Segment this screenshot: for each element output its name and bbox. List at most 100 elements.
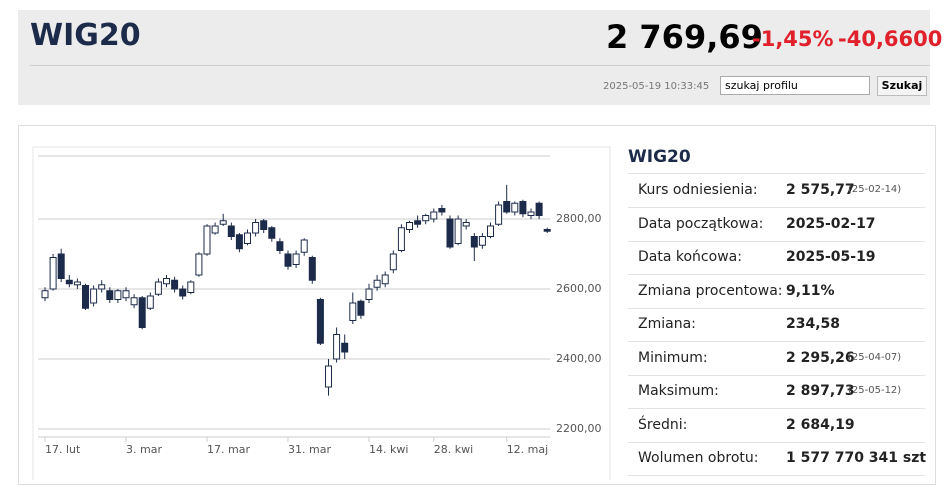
candle-body (65, 279, 73, 285)
candle-body (373, 279, 381, 288)
y-tick-label: 2800,00 (556, 212, 602, 225)
candle-body (284, 253, 292, 267)
index-title: WIG20 (30, 18, 141, 53)
candle-body (438, 208, 446, 213)
candle-body (527, 211, 535, 216)
candle-body (406, 222, 413, 230)
candle-body (397, 227, 405, 251)
change-percent: -1,45% (752, 27, 834, 51)
candle-body (98, 284, 106, 290)
candle-body (122, 290, 130, 299)
stats-label: Data początkowa: (638, 215, 764, 232)
candle-body (171, 279, 179, 290)
separator (30, 65, 930, 66)
stats-title: WIG20 (628, 147, 691, 167)
candle-body (487, 225, 494, 237)
stats-row: Data końcowa: 2025-05-19 (628, 241, 925, 275)
stats-label: Kurs odniesienia: (638, 182, 758, 198)
stats-row: Data początkowa: 2025-02-17 (628, 208, 925, 242)
y-tick-label: 2600,00 (556, 282, 602, 295)
stats-label: Minimum: (638, 349, 708, 366)
candle-body (41, 290, 49, 299)
chart-frame (32, 146, 611, 480)
candle-body (195, 253, 203, 276)
candle-body (308, 257, 316, 281)
candle-body (454, 218, 462, 244)
candle-body (106, 290, 114, 300)
search-button[interactable]: Szukaj (877, 76, 927, 96)
candle-body (244, 232, 251, 244)
stats-row: Średni: 2 684,19 (628, 409, 925, 443)
stats-value: 2025-02-17 (786, 215, 876, 232)
candle-body (381, 274, 389, 285)
candle-body (114, 290, 122, 300)
candle-body (543, 229, 551, 232)
candle-body (276, 241, 284, 251)
candle-body (49, 257, 57, 290)
stats-row: Kurs odniesienia: 2 575,77 (25-02-14) (628, 174, 925, 208)
stats-label: Wolumen obrotu: (638, 450, 759, 466)
candle-body (187, 281, 195, 293)
x-tick-label: 12. maj (507, 443, 549, 456)
candle-body (503, 201, 511, 213)
candle-body (179, 288, 187, 297)
stats-row: Maksimum: 2 897,73 (25-05-12) (628, 375, 925, 409)
stats-value: 9,11% (786, 282, 835, 299)
candle-body (357, 300, 365, 316)
candle-body (146, 295, 154, 309)
stats-value: 2 897,73 (786, 383, 855, 399)
candle-body (316, 299, 324, 344)
stats-date: (25-04-07) (848, 351, 902, 363)
candle-body (211, 225, 219, 234)
candle-body (470, 236, 478, 248)
candle-body (82, 285, 89, 309)
x-tick-label: 3. mar (126, 443, 162, 456)
x-tick-label: 17. mar (207, 443, 250, 456)
candle-body (154, 281, 162, 295)
candle-body (163, 278, 170, 285)
candle-body (430, 211, 438, 220)
stats-separator (628, 173, 925, 174)
candle-body (414, 220, 422, 225)
stats-row: Minimum: 2 295,26 (25-04-07) (628, 342, 925, 376)
candle-body (349, 302, 357, 321)
timestamp: 2025-05-19 10:33:45 (603, 81, 710, 92)
stats-date: (25-02-14) (848, 184, 902, 195)
stats-label: Zmiana procentowa: (638, 282, 783, 299)
candle-body (462, 222, 470, 227)
stats-label: Maksimum: (638, 383, 719, 399)
candle-body (130, 297, 138, 306)
y-tick-label: 2200,00 (556, 422, 602, 435)
stats-row: Wolumen obrotu: 1 577 770 341 szt (628, 442, 927, 476)
chart: 2200,00 2400,00 2600,00 2800,00 17. lut 3. ma… (32, 146, 611, 480)
stats-row: Zmiana: 234,58 (628, 308, 925, 342)
change: -40,6600 (838, 27, 943, 51)
candle-body (446, 218, 454, 248)
search-input[interactable]: szukaj profilu (720, 76, 870, 95)
stats-value: 1 577 770 341 szt (786, 450, 927, 466)
price: 2 769,69 (606, 18, 763, 56)
stats-label: Zmiana: (638, 316, 696, 332)
candle-body (252, 222, 260, 234)
stats-date: (25-05-12) (848, 385, 902, 396)
candle-body (219, 220, 227, 225)
candle-body (519, 201, 527, 215)
candle-body (535, 202, 543, 216)
stats-label: Data końcowa: (638, 249, 742, 265)
stats-value: 2 575,77 (786, 182, 855, 198)
candle-body (511, 202, 519, 213)
candle-body (333, 334, 341, 360)
stats-value: 2 684,19 (786, 416, 855, 433)
x-tick-label: 14. kwi (369, 443, 408, 456)
candle-body (260, 220, 268, 230)
candle-body (203, 225, 211, 255)
candle-body (73, 281, 81, 286)
header: WIG20 2 769,69 -1,45% -40,6600 2025-05-1… (18, 10, 942, 105)
stats-value: 2025-05-19 (786, 249, 876, 265)
candle-body (138, 297, 146, 328)
candle-body (300, 239, 308, 253)
candle-body (292, 253, 300, 265)
stats-row: Zmiana procentowa: 9,11% (628, 275, 925, 309)
candle-body (478, 236, 486, 246)
